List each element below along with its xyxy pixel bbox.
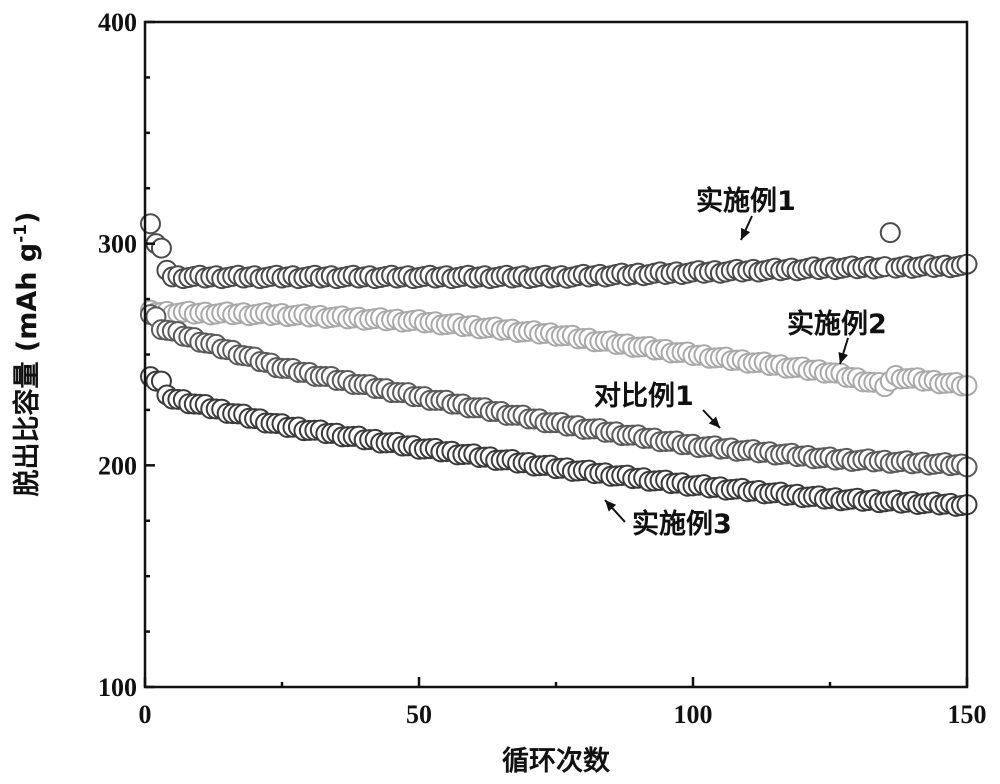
x-tick-label: 100: [674, 700, 713, 729]
tick-labels: 0 50 100 150 100 200 300 400: [98, 8, 987, 729]
label-example-2: 实施例2: [787, 308, 887, 340]
y-axis-title-superscript: -1: [11, 224, 31, 243]
y-tick-label: 200: [98, 451, 137, 480]
y-tick-label: 300: [98, 230, 137, 259]
label-example-3: 实施例3: [632, 508, 732, 540]
y-axis-title-end: ): [12, 212, 43, 224]
data-point: [150, 237, 172, 259]
axis-ticks: [143, 20, 969, 689]
y-axis-title: 脱出比容量 (mAh g-1): [11, 212, 43, 497]
annotation-arrows: [604, 215, 849, 523]
y-tick-label: 400: [98, 8, 137, 37]
series-4: [139, 366, 978, 517]
series-3: [139, 304, 978, 478]
y-axis-title-main: 脱出比容量 (mAh g: [11, 243, 43, 497]
arrow-example-1: [740, 215, 753, 241]
data-markers: [139, 213, 978, 517]
arrow-comparative-1: [702, 409, 721, 429]
series-2: [139, 299, 978, 398]
x-tick-label: 0: [139, 700, 152, 729]
x-tick-label: 150: [948, 700, 987, 729]
x-tick-label: 50: [406, 700, 432, 729]
label-example-1: 实施例1: [696, 185, 796, 217]
arrow-example-3: [604, 499, 626, 523]
data-point: [879, 222, 901, 244]
label-comparative-1: 对比例1: [594, 381, 694, 412]
x-axis-title: 循环次数: [502, 746, 611, 777]
series-1: [139, 213, 978, 290]
y-tick-label: 100: [98, 673, 137, 702]
arrow-example-2: [838, 337, 849, 365]
